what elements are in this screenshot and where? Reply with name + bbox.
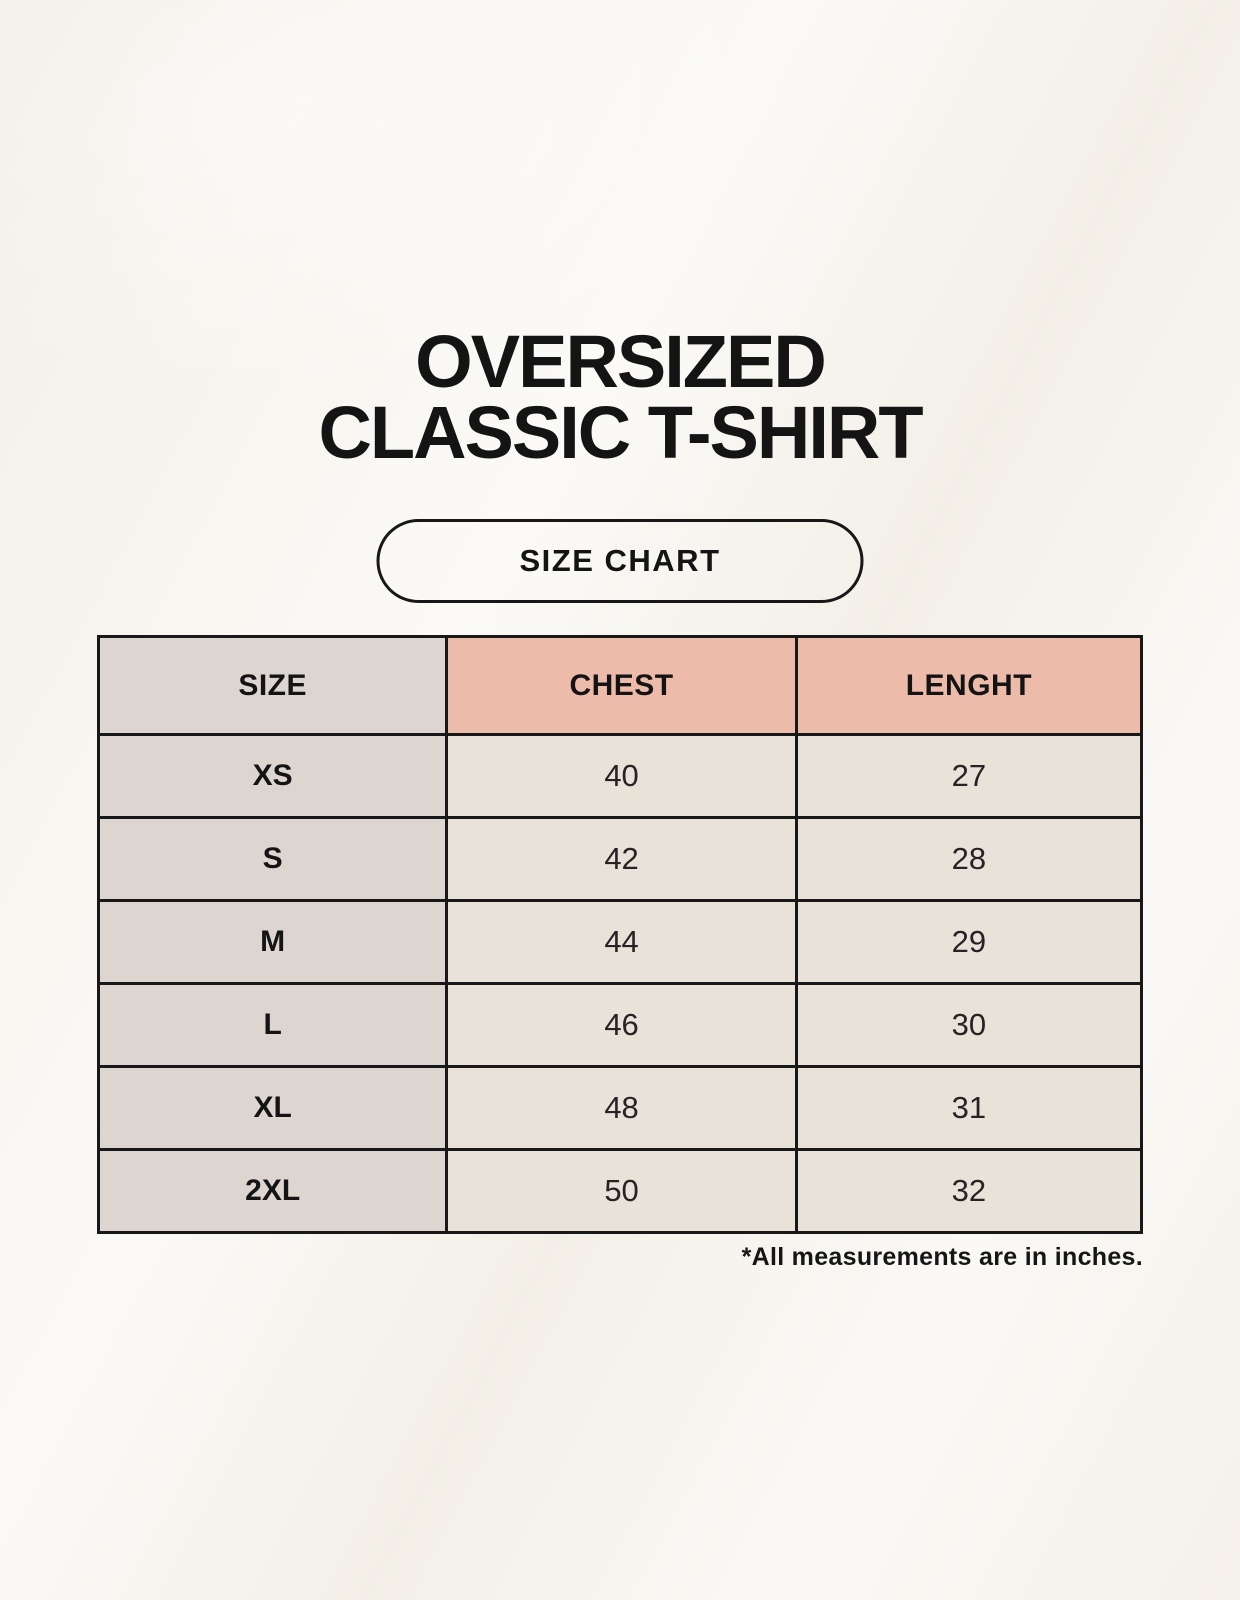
size-cell: M bbox=[96, 899, 449, 985]
size-chart-badge-label: SIZE CHART bbox=[519, 543, 721, 578]
size-cell: XL bbox=[96, 1065, 449, 1151]
size-cell: S bbox=[96, 816, 449, 902]
chest-cell: 50 bbox=[445, 1148, 798, 1234]
table-row-xs: XS 40 27 bbox=[96, 733, 1144, 819]
chest-cell: 48 bbox=[445, 1065, 798, 1151]
size-cell: 2XL bbox=[96, 1148, 449, 1234]
header-cell-size: SIZE bbox=[96, 635, 449, 736]
table-row-xl: XL 48 31 bbox=[96, 1065, 1144, 1151]
table-row-m: M 44 29 bbox=[96, 899, 1144, 985]
lenght-cell: 32 bbox=[794, 1148, 1144, 1234]
chest-cell: 40 bbox=[445, 733, 798, 819]
product-title-line-2: CLASSIC T-SHIRT bbox=[318, 391, 923, 474]
size-cell: L bbox=[96, 982, 449, 1068]
product-title: OVERSIZED CLASSIC T-SHIRT bbox=[0, 320, 1240, 474]
size-table: SIZE CHEST LENGHT XS 40 27 S 42 28 M 44 … bbox=[96, 635, 1144, 1234]
lenght-cell: 29 bbox=[794, 899, 1144, 985]
chest-cell: 44 bbox=[445, 899, 798, 985]
header-cell-lenght: LENGHT bbox=[794, 635, 1144, 736]
size-cell: XS bbox=[96, 733, 449, 819]
chest-cell: 46 bbox=[445, 982, 798, 1068]
lenght-cell: 27 bbox=[794, 733, 1144, 819]
chest-cell: 42 bbox=[445, 816, 798, 902]
product-title-line-1: OVERSIZED bbox=[415, 320, 827, 403]
lenght-cell: 30 bbox=[794, 982, 1144, 1068]
size-table-header-row: SIZE CHEST LENGHT bbox=[96, 635, 1144, 736]
table-row-l: L 46 30 bbox=[96, 982, 1144, 1068]
size-chart-badge: SIZE CHART bbox=[376, 519, 864, 603]
table-row-s: S 42 28 bbox=[96, 816, 1144, 902]
lenght-cell: 28 bbox=[794, 816, 1144, 902]
lenght-cell: 31 bbox=[794, 1065, 1144, 1151]
measurements-footnote: *All measurements are in inches. bbox=[741, 1243, 1143, 1271]
table-row-2xl: 2XL 50 32 bbox=[96, 1148, 1144, 1234]
header-cell-chest: CHEST bbox=[445, 635, 798, 736]
